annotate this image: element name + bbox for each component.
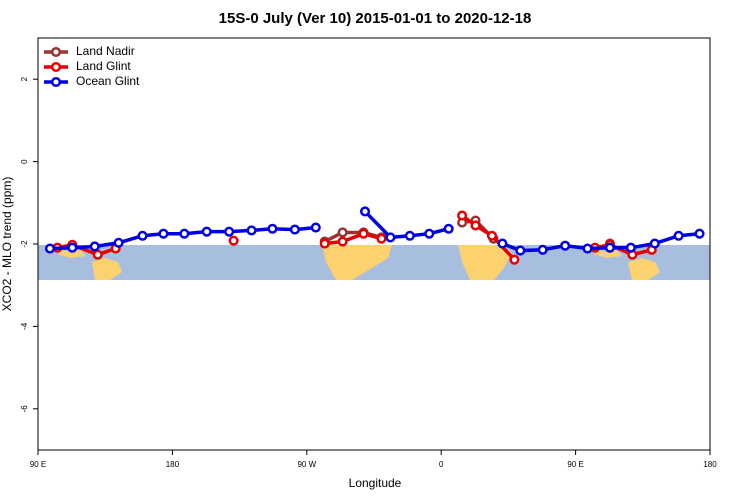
data-point (625, 242, 636, 253)
data-point (604, 242, 615, 253)
data-point (158, 228, 169, 239)
data-point (201, 226, 212, 237)
legend-marker (50, 61, 62, 73)
data-point (289, 224, 300, 235)
x-tick-label: 180 (703, 460, 717, 469)
legend-marker (50, 46, 62, 58)
y-tick-label: 2 (20, 76, 29, 81)
data-point (358, 228, 369, 239)
data-point (224, 226, 235, 237)
data-point (515, 245, 526, 256)
data-point (67, 242, 78, 253)
data-point (443, 223, 454, 234)
series-line (324, 231, 382, 246)
data-point (89, 241, 100, 252)
data-point (537, 244, 548, 255)
data-point (385, 232, 396, 243)
data-point (649, 238, 660, 249)
data-point (497, 238, 508, 249)
chart-title: 15S-0 July (Ver 10) 2015-01-01 to 2020-1… (219, 10, 532, 27)
data-point (404, 230, 415, 241)
data-point (509, 254, 520, 265)
y-axis-label: XCO2 - MLO trend (ppm) (0, 177, 14, 312)
data-point (359, 206, 371, 217)
data-point (337, 227, 348, 238)
data-point (694, 228, 705, 239)
data-point (337, 236, 348, 247)
data-point (246, 225, 257, 236)
data-point (228, 235, 239, 246)
data-point (486, 230, 498, 241)
legend-marker (50, 76, 62, 88)
y-tick-label: -2 (20, 240, 29, 248)
y-tick-label: 0 (20, 159, 29, 164)
legend-label: Ocean Glint (76, 74, 140, 88)
x-tick-label: 0 (439, 460, 444, 469)
data-point (310, 222, 321, 233)
x-tick-label: 180 (166, 460, 180, 469)
data-point (673, 230, 684, 241)
data-point (424, 228, 435, 239)
x-tick-label: 90 E (30, 460, 46, 469)
x-axis-label: Longitude (349, 476, 402, 490)
x-tick-label: 90 W (297, 460, 316, 469)
data-point (92, 249, 103, 260)
y-tick-label: -6 (20, 405, 29, 413)
data-point (267, 223, 278, 234)
data-point (582, 243, 593, 254)
data-point (44, 243, 55, 254)
legend-label: Land Glint (76, 59, 131, 73)
data-point (137, 230, 148, 241)
x-tick-label: 90 E (567, 460, 583, 469)
series-line (501, 231, 700, 253)
data-point (560, 240, 571, 251)
legend-label: Land Nadir (76, 44, 135, 58)
data-point (470, 220, 481, 231)
data-point (179, 228, 190, 239)
y-tick-label: -4 (20, 322, 29, 330)
data-point (113, 237, 124, 248)
data-point (319, 238, 330, 249)
data-point (376, 233, 387, 244)
data-point (457, 210, 468, 221)
